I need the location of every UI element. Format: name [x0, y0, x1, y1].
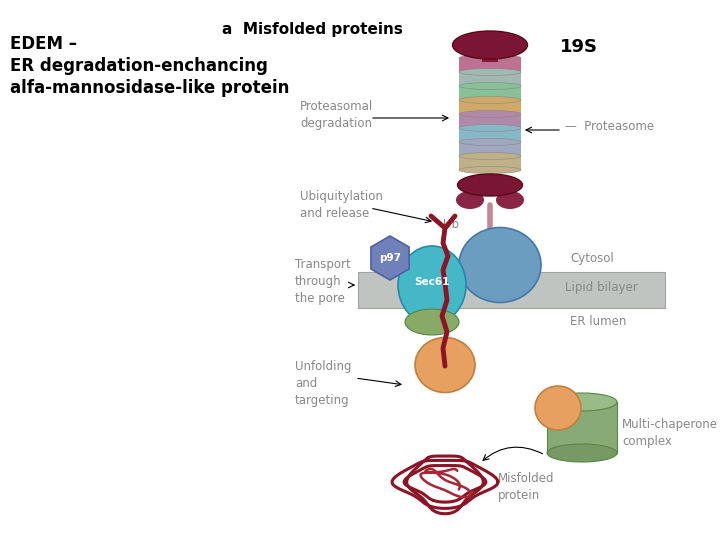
Ellipse shape [459, 111, 521, 118]
Ellipse shape [535, 386, 581, 430]
Ellipse shape [459, 152, 521, 159]
Bar [459, 114, 521, 128]
Text: Unfolding
and
targeting: Unfolding and targeting [295, 360, 351, 407]
Text: Multi-chaperone
complex: Multi-chaperone complex [622, 418, 718, 448]
Bar [547, 402, 617, 453]
Ellipse shape [547, 444, 617, 462]
Bar [459, 142, 521, 156]
Text: Sec61: Sec61 [414, 277, 450, 287]
Bar [459, 86, 521, 100]
Text: EDEM –: EDEM – [10, 35, 77, 53]
Polygon shape [371, 236, 409, 280]
Ellipse shape [459, 138, 521, 145]
Bar [459, 156, 521, 170]
Text: a  Misfolded proteins: a Misfolded proteins [222, 22, 403, 37]
Text: Lipid bilayer: Lipid bilayer [565, 281, 638, 294]
Ellipse shape [457, 174, 523, 196]
Ellipse shape [456, 191, 484, 209]
Text: Cytosol: Cytosol [570, 252, 613, 265]
Ellipse shape [459, 125, 521, 132]
Ellipse shape [459, 166, 521, 173]
Ellipse shape [547, 393, 617, 411]
Text: ER lumen: ER lumen [570, 315, 626, 328]
Ellipse shape [496, 191, 524, 209]
Bar [459, 128, 521, 142]
Text: —  Proteasome: — Proteasome [565, 120, 654, 133]
Bar [482, 45, 498, 62]
Ellipse shape [459, 55, 521, 62]
Text: 19S: 19S [560, 38, 598, 56]
Ellipse shape [459, 227, 541, 302]
Ellipse shape [459, 69, 521, 76]
Ellipse shape [415, 338, 475, 393]
Ellipse shape [459, 97, 521, 104]
Text: Proteasomal
degradation: Proteasomal degradation [300, 100, 373, 130]
Text: Ubiquitylation
and release: Ubiquitylation and release [300, 190, 383, 220]
Bar [459, 72, 521, 86]
Ellipse shape [398, 246, 466, 324]
Text: Misfolded
protein: Misfolded protein [498, 472, 554, 502]
Text: ER degradation-enchancing: ER degradation-enchancing [10, 57, 268, 75]
Ellipse shape [459, 83, 521, 90]
Text: Ub: Ub [443, 218, 459, 231]
Text: p97: p97 [379, 253, 401, 263]
Bar [459, 58, 521, 72]
Ellipse shape [405, 309, 459, 335]
Text: Transport
through
the pore: Transport through the pore [295, 258, 351, 305]
Bar [459, 100, 521, 114]
Ellipse shape [452, 31, 528, 59]
Text: alfa-mannosidase-like protein: alfa-mannosidase-like protein [10, 79, 289, 97]
Bar [358, 272, 665, 308]
